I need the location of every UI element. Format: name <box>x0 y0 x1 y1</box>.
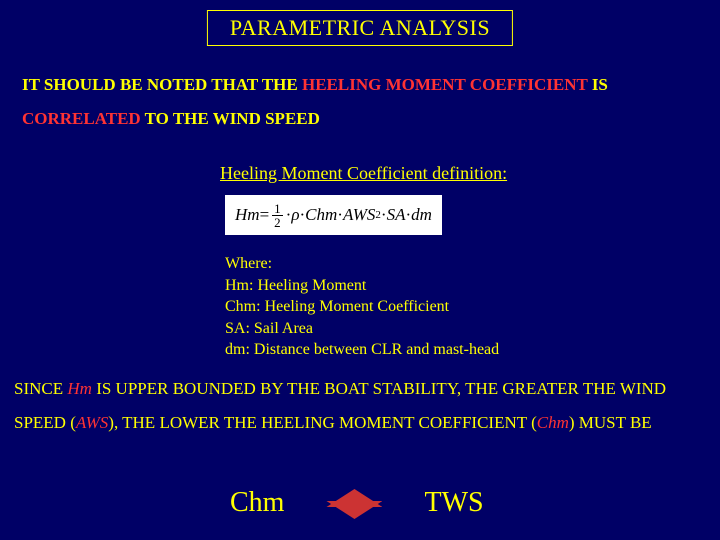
formula-eq: = <box>260 205 270 225</box>
subheading: Heeling Moment Coefficient definition: <box>220 163 507 184</box>
paragraph-1: IT SHOULD BE NOTED THAT THE HEELING MOME… <box>22 68 704 136</box>
title-box: PARAMETRIC ANALYSIS <box>207 10 513 46</box>
where-l0: Where: <box>225 253 499 275</box>
formula-aws: AWS <box>343 205 375 225</box>
p1-highlight-2: CORRELATED <box>22 109 141 128</box>
p1-mid: IS <box>588 75 608 94</box>
where-l2: Chm: Heeling Moment Coefficient <box>225 296 499 318</box>
p1-post: TO THE WIND SPEED <box>141 109 320 128</box>
formula-box: Hm = 1 2 · ρ · Chm · AWS2 · SA · dm <box>225 195 442 235</box>
diamond-bottom <box>326 501 382 519</box>
formula-lhs: Hm <box>235 205 260 225</box>
page-title: PARAMETRIC ANALYSIS <box>230 15 490 40</box>
frac-den: 2 <box>272 216 283 229</box>
formula-sa: SA <box>387 205 406 225</box>
diamond-icon <box>326 489 382 517</box>
p2-s4: ) MUST BE <box>569 413 652 432</box>
formula-rho: ρ <box>291 205 299 225</box>
p1-pre: IT SHOULD BE NOTED THAT THE <box>22 75 302 94</box>
p2-chm: Chm <box>537 413 569 432</box>
where-block: Where: Hm: Heeling Moment Chm: Heeling M… <box>225 253 499 361</box>
frac-num: 1 <box>272 202 283 216</box>
where-l4: dm: Distance between CLR and mast-head <box>225 339 499 361</box>
bottom-row: Chm TWS <box>230 487 484 519</box>
paragraph-2: SINCE Hm IS UPPER BOUNDED BY THE BOAT ST… <box>14 372 706 440</box>
formula-dm: dm <box>411 205 432 225</box>
formula-chm: Chm <box>305 205 337 225</box>
where-l1: Hm: Heeling Moment <box>225 275 499 297</box>
p1-highlight-1: HEELING MOMENT COEFFICIENT <box>302 75 588 94</box>
p2-aws: AWS <box>76 413 108 432</box>
p2-s3: ), THE LOWER THE HEELING MOMENT COEFFICI… <box>108 413 536 432</box>
formula-fraction: 1 2 <box>272 202 283 229</box>
bottom-left-label: Chm <box>230 487 284 519</box>
p2-s1: SINCE <box>14 379 67 398</box>
p2-hm: Hm <box>67 379 92 398</box>
bottom-right-label: TWS <box>424 487 483 519</box>
where-l3: SA: Sail Area <box>225 318 499 340</box>
